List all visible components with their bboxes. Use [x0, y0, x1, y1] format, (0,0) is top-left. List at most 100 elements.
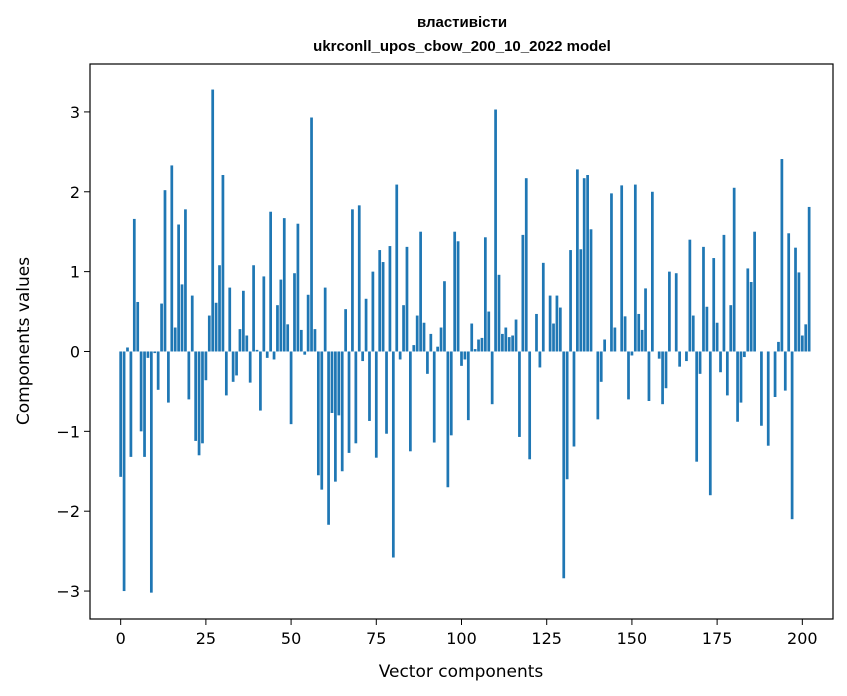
- bar-34: [235, 351, 238, 376]
- bar-154: [644, 288, 647, 352]
- bar-136: [582, 178, 586, 352]
- bar-161: [668, 271, 671, 352]
- bar-95: [443, 281, 446, 352]
- bar-56: [310, 117, 313, 352]
- bar-20: [187, 351, 191, 400]
- bar-72: [364, 298, 368, 352]
- bar-78: [385, 351, 388, 434]
- bar-55: [306, 294, 310, 352]
- bar-198: [794, 247, 797, 352]
- bar-77: [381, 262, 385, 352]
- bar-183: [743, 351, 746, 358]
- bar-126: [548, 295, 552, 352]
- bar-153: [640, 329, 644, 352]
- bar-196: [787, 233, 791, 352]
- bar-194: [780, 159, 784, 352]
- bar-44: [269, 211, 272, 352]
- bar-27: [211, 89, 215, 352]
- bar-169: [695, 351, 699, 462]
- bar-174: [712, 258, 716, 352]
- bar-39: [252, 265, 255, 352]
- bar-35: [238, 329, 242, 352]
- bar-5: [136, 301, 140, 352]
- bar-61: [327, 351, 330, 525]
- bar-152: [637, 313, 641, 352]
- bar-41: [259, 351, 262, 411]
- bar-99: [456, 241, 460, 352]
- x-tick-label-6: 150: [617, 629, 648, 648]
- y-tick-label-6: 3: [70, 103, 80, 122]
- bar-69: [354, 351, 358, 444]
- bar-101: [463, 351, 467, 360]
- bar-60: [323, 287, 327, 352]
- bar-135: [579, 249, 583, 352]
- bar-98: [453, 231, 457, 352]
- x-tick-label-2: 50: [281, 629, 301, 648]
- bar-70: [357, 205, 361, 352]
- bar-131: [565, 351, 569, 480]
- bar-26: [207, 315, 211, 352]
- bar-17: [177, 224, 180, 352]
- bar-66: [344, 309, 347, 352]
- bar-181: [736, 351, 739, 422]
- bar-199: [797, 272, 801, 352]
- y-tick-label-1: −2: [56, 502, 80, 521]
- bar-100: [460, 351, 463, 366]
- bar-16: [173, 327, 177, 352]
- bar-163: [674, 273, 678, 352]
- bar-79: [388, 246, 392, 352]
- bar-175: [715, 322, 719, 352]
- bar-32: [228, 287, 232, 352]
- x-tick-label-8: 200: [787, 629, 818, 648]
- bar-97: [449, 351, 453, 436]
- bar-74: [371, 271, 375, 352]
- x-tick-label-1: 25: [196, 629, 216, 648]
- bar-4: [132, 218, 136, 352]
- bar-167: [688, 239, 692, 352]
- bar-92: [432, 351, 436, 443]
- bar-140: [596, 351, 600, 420]
- bar-67: [347, 351, 351, 453]
- bar-132: [569, 250, 572, 352]
- chart-title-line2: ukrconll_upos_cbow_200_10_2022 model: [313, 38, 611, 55]
- bar-76: [378, 250, 382, 352]
- bar-83: [402, 305, 405, 352]
- bar-84: [405, 246, 409, 352]
- bar-130: [562, 351, 566, 579]
- bar-58: [316, 351, 320, 476]
- bar-114: [507, 337, 511, 352]
- bar-138: [589, 229, 593, 352]
- bar-50: [289, 351, 293, 425]
- bar-87: [415, 315, 419, 352]
- bar-46: [276, 305, 279, 352]
- bar-94: [439, 327, 443, 352]
- bar-23: [197, 351, 201, 456]
- bar-128: [555, 295, 559, 352]
- bar-12: [160, 303, 163, 352]
- bar-85: [409, 351, 412, 452]
- bar-57: [313, 329, 317, 352]
- bar-14: [167, 351, 170, 403]
- bar-149: [627, 351, 630, 400]
- bar-68: [351, 209, 354, 352]
- bar-142: [603, 339, 607, 352]
- bar-176: [719, 351, 722, 373]
- bar-112: [501, 333, 504, 352]
- bar-0: [119, 351, 123, 477]
- bar-116: [514, 319, 518, 352]
- bar-93: [436, 346, 440, 352]
- bar-96: [446, 351, 450, 488]
- bar-117: [518, 351, 521, 437]
- bar-184: [746, 268, 750, 352]
- bar-75: [374, 351, 378, 458]
- bar-105: [477, 339, 480, 352]
- chart-title-line1: властивісти: [417, 14, 507, 31]
- bar-6: [139, 351, 143, 432]
- bar-24: [201, 351, 204, 444]
- bar-115: [511, 335, 514, 352]
- bar-7: [143, 351, 146, 457]
- bar-25: [204, 351, 208, 381]
- bar-10: [153, 351, 157, 354]
- bar-33: [231, 351, 235, 382]
